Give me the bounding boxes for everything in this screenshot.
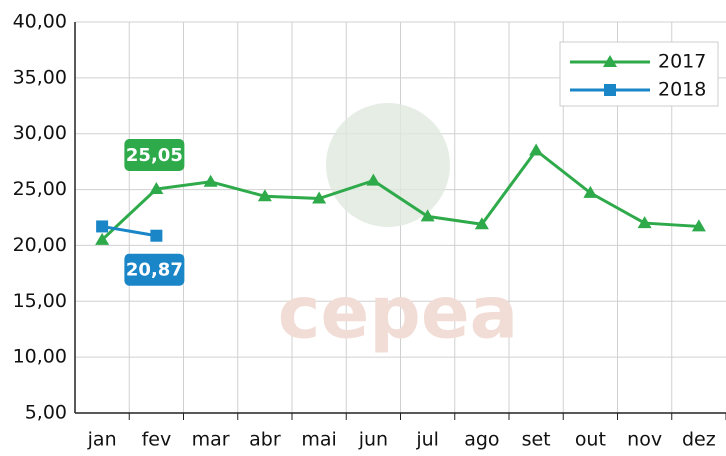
- y-tick-label: 15,00: [13, 290, 67, 312]
- marker: [529, 143, 543, 155]
- y-tick-label: 40,00: [13, 11, 67, 33]
- value-label: 20,87: [126, 260, 183, 281]
- marker: [204, 175, 218, 187]
- x-tick-label: set: [522, 429, 551, 451]
- x-tick-label: mai: [301, 429, 336, 451]
- x-tick-label: abr: [249, 429, 281, 451]
- y-tick-label: 30,00: [13, 122, 67, 144]
- marker: [150, 230, 162, 242]
- y-tick-label: 10,00: [13, 346, 67, 368]
- value-label: 25,05: [126, 145, 183, 166]
- y-tick-label: 35,00: [13, 66, 67, 88]
- x-tick-label: nov: [627, 429, 662, 451]
- x-tick-label: fev: [142, 429, 172, 451]
- x-tick-label: ago: [464, 429, 499, 451]
- marker: [604, 84, 616, 96]
- x-tick-label: out: [575, 429, 606, 451]
- chart: cepea 5,00 10,00 15,00 20,00 25,00 30,00 35,00…: [0, 0, 726, 452]
- x-tick-label: jan: [87, 429, 117, 451]
- x-tick-label: mar: [192, 429, 230, 451]
- y-tick-label: 5,00: [25, 402, 67, 424]
- y-tick-label: 20,00: [13, 234, 67, 256]
- watermark-globe: [326, 103, 450, 227]
- legend-label: 2017: [658, 51, 706, 73]
- x-tick-label: jul: [415, 429, 439, 451]
- x-tick-label: dez: [682, 429, 716, 451]
- x-tick-label: jun: [358, 429, 388, 451]
- y-tick-label: 25,00: [13, 178, 67, 200]
- marker: [96, 220, 108, 232]
- watermark: cepea: [278, 271, 518, 355]
- legend-label: 2018: [658, 79, 706, 101]
